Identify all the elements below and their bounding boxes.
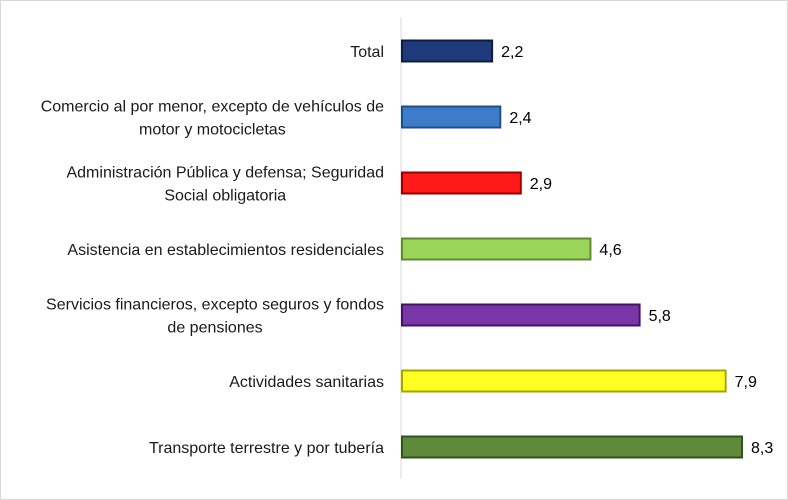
bar-highlight-7 bbox=[403, 438, 741, 456]
value-label-4: 4,6 bbox=[599, 242, 621, 259]
bar-highlight-2 bbox=[403, 108, 500, 126]
category-label-6: Actividades sanitarias bbox=[229, 374, 384, 391]
labels-layer: 2,2 Total 2,4 Comercio al por menor, except… bbox=[41, 44, 774, 457]
category-label-3: Administración Pública y defensa; Seguri… bbox=[66, 165, 384, 205]
value-label-5: 5,8 bbox=[649, 308, 671, 325]
bar-highlight-5 bbox=[403, 306, 639, 324]
bars-layer bbox=[401, 39, 743, 459]
value-label-1: 2,2 bbox=[501, 44, 523, 61]
bar-highlight-1 bbox=[403, 42, 492, 60]
value-label-6: 7,9 bbox=[735, 374, 757, 391]
category-label-4-line-1: Asistencia en establecimientos residenci… bbox=[67, 242, 384, 259]
value-label-7: 8,3 bbox=[751, 440, 773, 457]
category-label-4: Asistencia en establecimientos residenci… bbox=[67, 242, 384, 259]
category-label-2-line-2: motor y motocicletas bbox=[139, 122, 286, 139]
category-label-3-line-2: Social obligatoria bbox=[164, 188, 286, 205]
value-label-2: 2,4 bbox=[509, 110, 531, 127]
category-label-6-line-1: Actividades sanitarias bbox=[229, 374, 384, 391]
bar-highlight-3 bbox=[403, 174, 520, 192]
category-label-2-line-1: Comercio al por menor, excepto de vehícu… bbox=[41, 99, 384, 116]
category-label-5-line-2: de pensiones bbox=[167, 320, 262, 337]
value-label-3: 2,9 bbox=[530, 176, 552, 193]
category-label-5-line-1: Servicios financieros, excepto seguros y… bbox=[46, 297, 384, 314]
category-label-5: Servicios financieros, excepto seguros y… bbox=[46, 297, 384, 337]
category-label-1: Total bbox=[350, 44, 384, 61]
bar-highlight-6 bbox=[403, 372, 725, 390]
category-label-1-line-1: Total bbox=[350, 44, 384, 61]
category-label-3-line-1: Administración Pública y defensa; Seguri… bbox=[66, 165, 384, 182]
category-label-7: Transporte terrestre y por tubería bbox=[149, 440, 384, 457]
bar-highlight-4 bbox=[403, 240, 590, 258]
category-label-2: Comercio al por menor, excepto de vehícu… bbox=[41, 99, 384, 139]
category-label-7-line-1: Transporte terrestre y por tubería bbox=[149, 440, 384, 457]
